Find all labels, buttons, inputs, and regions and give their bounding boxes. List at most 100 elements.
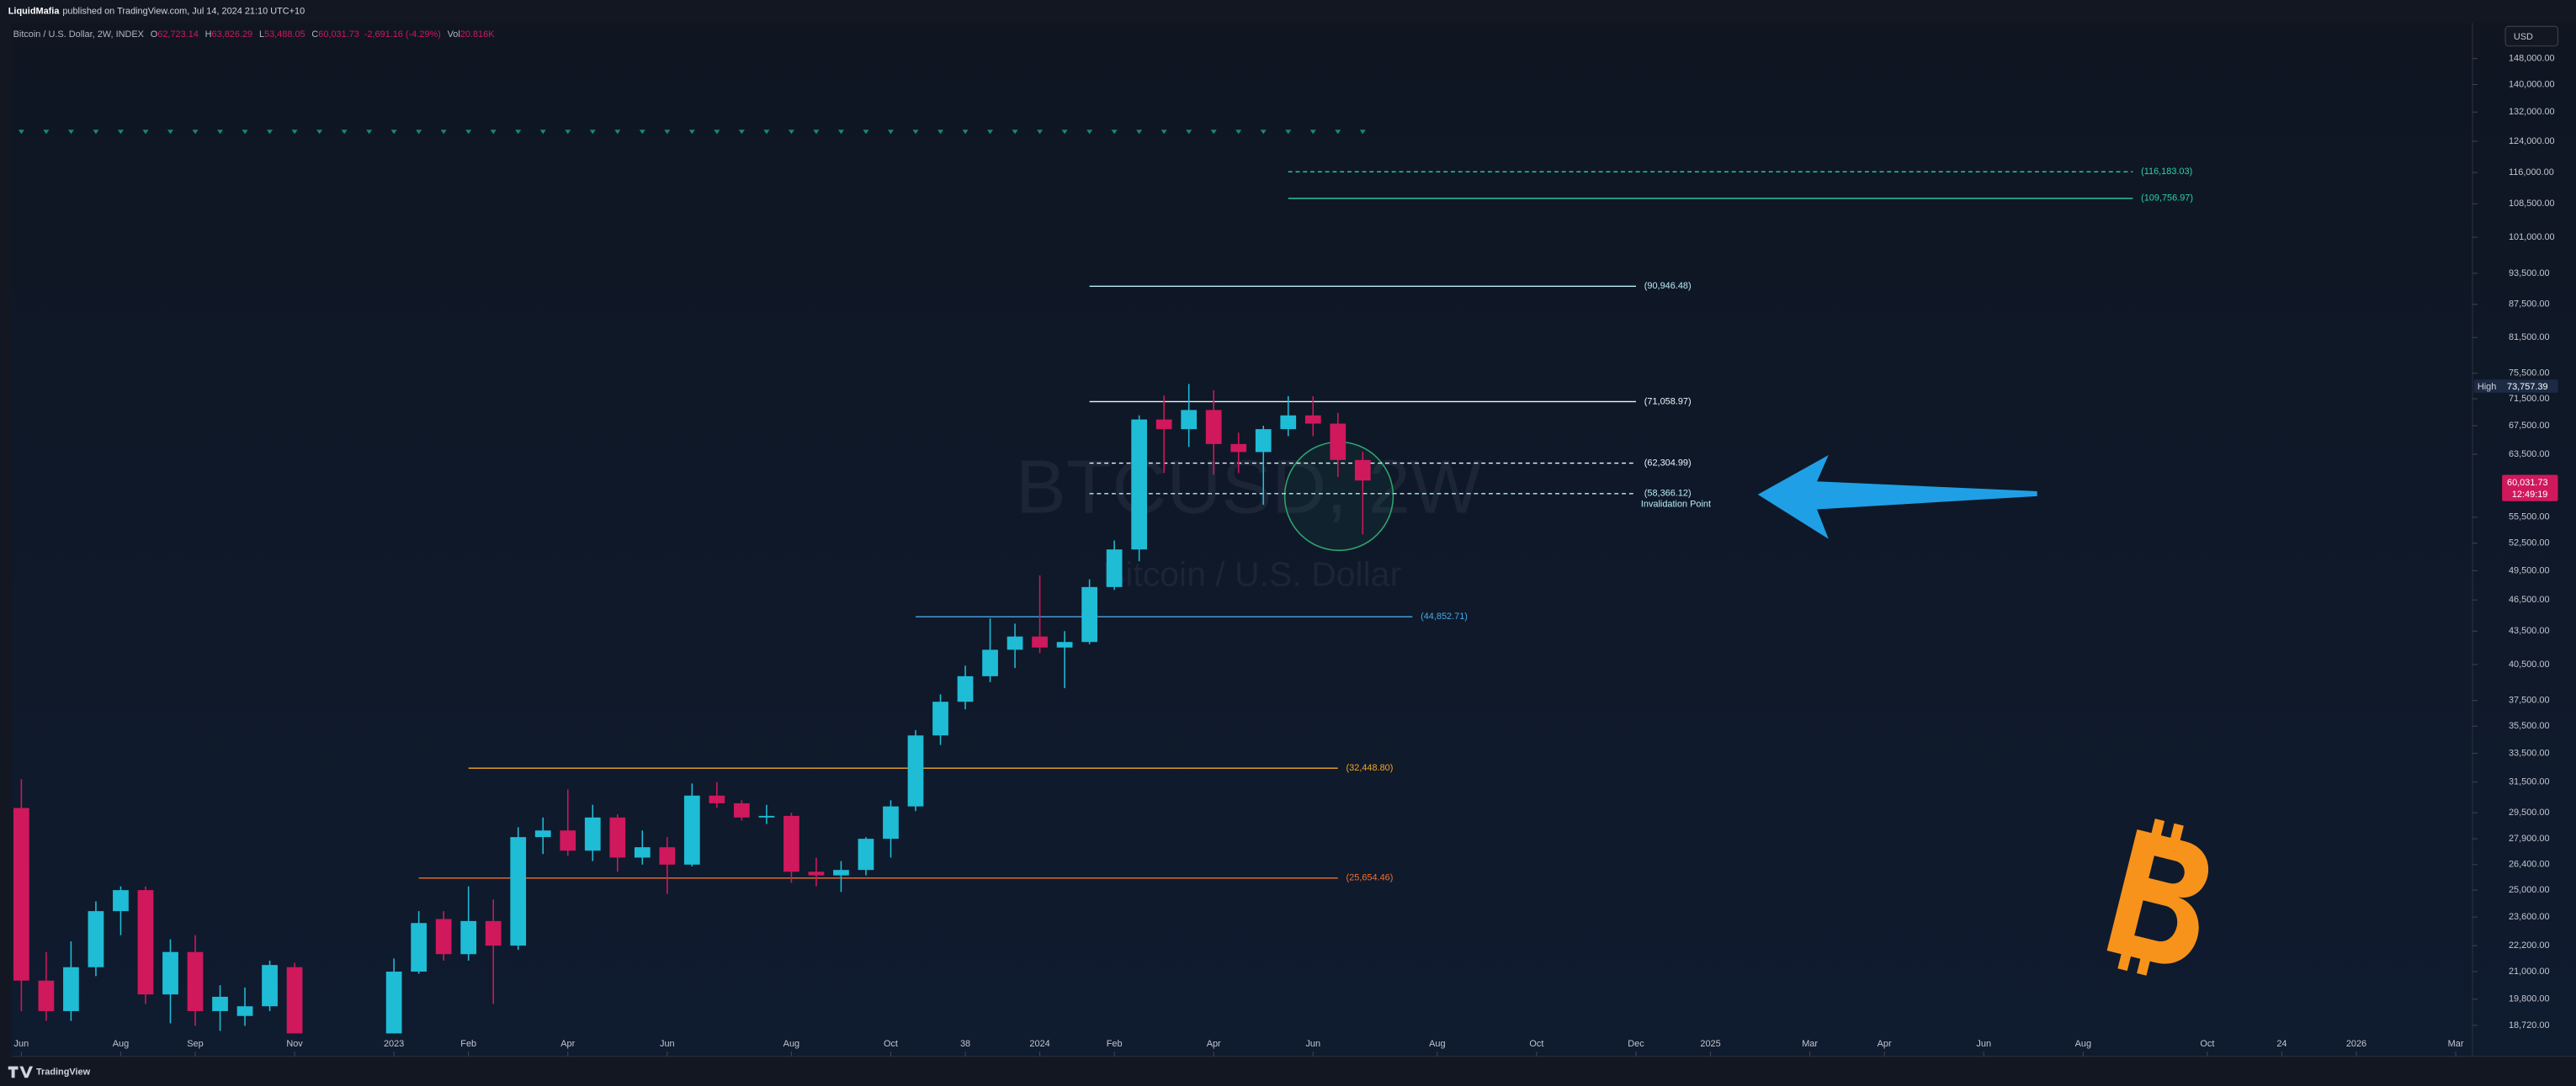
candle-body <box>1081 586 1097 643</box>
currency[interactable]: USD <box>2514 32 2533 42</box>
candle-body <box>1006 636 1023 650</box>
level-label: (71,058.97) <box>1644 396 1692 406</box>
y-tick-label: 21,000.00 <box>2509 967 2550 977</box>
x-tick-label: 2026 <box>2346 1039 2366 1049</box>
y-tick-label: 140,000.00 <box>2509 79 2555 89</box>
signal-marker <box>515 130 522 135</box>
y-tick-label: 29,500.00 <box>2509 808 2550 818</box>
signal-marker <box>639 130 645 135</box>
y-tick-label: 93,500.00 <box>2509 268 2550 278</box>
footer-logo <box>8 1066 34 1078</box>
y-tick-label: 108,500.00 <box>2509 199 2555 209</box>
high-tag-box <box>2473 379 2503 393</box>
level-label: (116,183.03) <box>2141 167 2192 177</box>
y-tick-label: 19,800.00 <box>2509 994 2550 1004</box>
candle-body <box>88 911 104 967</box>
candle-body <box>758 815 775 818</box>
x-tick-label: Feb <box>460 1039 476 1049</box>
candle-body <box>734 803 750 818</box>
x-tick-label: Jun <box>1976 1039 1991 1049</box>
signal-marker <box>1086 130 1093 135</box>
candle-body <box>460 920 477 955</box>
y-tick-label: 116,000.00 <box>2509 167 2554 177</box>
y-tick-label: 31,500.00 <box>2509 777 2550 787</box>
x-tick-label: 24 <box>2276 1039 2287 1049</box>
footer-brand: TradingView <box>36 1067 91 1077</box>
x-tick-label: Aug <box>113 1039 129 1049</box>
signal-marker <box>291 130 298 135</box>
y-tick-label: 132,000.00 <box>2509 107 2555 117</box>
signal-marker <box>416 130 422 135</box>
symbol-title: Bitcoin / U.S. Dollar, 2W, INDEX <box>13 29 145 40</box>
signal-marker <box>440 130 447 135</box>
candle-body <box>560 830 576 851</box>
signal-marker <box>1037 130 1044 135</box>
signal-marker <box>490 130 497 135</box>
x-tick-label: Oct <box>1529 1039 1543 1049</box>
x-tick-label: 2024 <box>1029 1039 1049 1049</box>
legend-value: 62,723.14 <box>157 29 199 40</box>
signal-marker <box>1359 130 1366 135</box>
x-tick-label: Jun <box>660 1039 675 1049</box>
candle-body <box>1181 410 1198 430</box>
signal-marker <box>887 130 894 135</box>
candle-body <box>1131 419 1148 550</box>
candle-body <box>236 1006 253 1016</box>
plot: BTCUSD, 2W Bitcoin / U.S. Dollar <box>13 130 2133 1034</box>
signal-marker <box>1309 130 1316 135</box>
y-tick-label: 63,500.00 <box>2509 449 2550 459</box>
x-tick-label: 2023 <box>384 1039 404 1049</box>
candle-body <box>510 837 527 946</box>
y-tick-label: 40,500.00 <box>2509 660 2550 670</box>
currency-button[interactable] <box>2504 25 2559 47</box>
y-tick-label: 148,000.00 <box>2509 54 2555 64</box>
legend-key: L <box>259 29 264 40</box>
y-tick-label: 124,000.00 <box>2509 136 2555 146</box>
candle-body <box>907 735 924 807</box>
signal-marker <box>1210 130 1217 135</box>
signal-marker <box>465 130 472 135</box>
candle-body <box>1304 415 1321 424</box>
signal-marker <box>341 130 348 135</box>
watermark-symbol: BTCUSD, 2W <box>1016 446 1482 530</box>
y-tick-label: 46,500.00 <box>2509 595 2550 605</box>
candle-body <box>1255 429 1272 453</box>
candle-body <box>113 890 129 912</box>
level-label: (109,756.97) <box>2141 193 2193 204</box>
x-tick-label: Dec <box>1628 1039 1644 1049</box>
signal-marker <box>1260 130 1267 135</box>
signal-marker <box>1111 130 1118 135</box>
author: LiquidMafia <box>8 7 61 17</box>
signal-marker <box>267 130 274 135</box>
candle-body <box>485 920 502 946</box>
x-tick-label: Apr <box>1878 1039 1892 1049</box>
level-label: (58,366.12) <box>1644 489 1692 499</box>
signal-marker <box>837 130 844 135</box>
bitcoin-logo <box>2106 818 2208 976</box>
signal-marker <box>539 130 546 135</box>
y-tick-label: 25,000.00 <box>2509 885 2550 895</box>
signal-marker <box>1012 130 1018 135</box>
signal-marker <box>1061 130 1068 135</box>
y-tick-label: 55,500.00 <box>2509 512 2550 522</box>
candle-body <box>659 847 676 865</box>
x-tick-label: Nov <box>286 1039 303 1049</box>
x-tick-label: Jun <box>1305 1039 1320 1049</box>
candle-body <box>957 675 974 702</box>
signal-marker <box>1136 130 1143 135</box>
candle-body <box>1032 636 1048 648</box>
signal-marker <box>937 130 944 135</box>
arrow <box>1757 455 2037 539</box>
signal-marker <box>1161 130 1167 135</box>
candle-body <box>1354 459 1371 481</box>
signal-marker <box>614 130 621 135</box>
y-tick-label: 23,600.00 <box>2509 912 2550 922</box>
published-text: published on TradingView.com, Jul 14, 20… <box>62 7 305 17</box>
signal-marker <box>565 130 571 135</box>
legend: Bitcoin / U.S. Dollar, 2W, INDEX O62,723.… <box>13 29 496 40</box>
y-tick-label: 81,500.00 <box>2509 332 2550 342</box>
candle-body <box>435 919 452 955</box>
x-tick-label: Aug <box>1429 1039 1445 1049</box>
